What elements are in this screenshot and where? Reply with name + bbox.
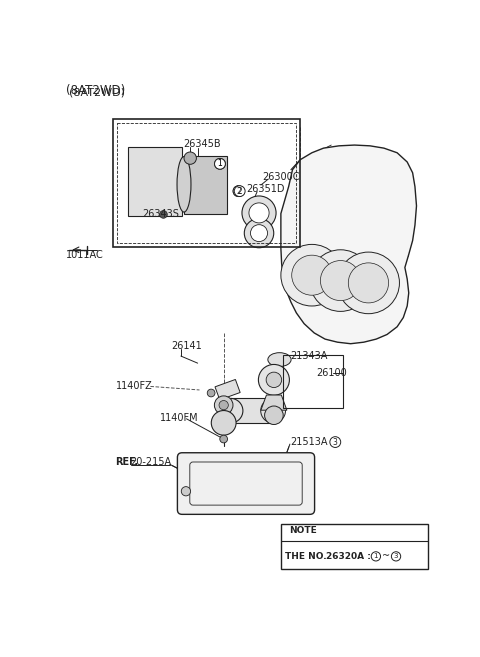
Circle shape [211,411,236,435]
FancyBboxPatch shape [178,453,314,514]
Circle shape [219,401,228,410]
Bar [117,123,296,243]
Circle shape [261,398,286,423]
Text: 1: 1 [217,160,222,168]
Circle shape [215,158,226,170]
Circle shape [321,261,360,301]
Text: 1140FM: 1140FM [160,413,199,423]
Text: 21343A: 21343A [290,351,327,361]
Ellipse shape [268,353,291,367]
Circle shape [264,406,283,424]
Circle shape [330,437,341,447]
Text: 3: 3 [394,553,398,559]
Circle shape [181,487,191,496]
Text: 2: 2 [237,187,242,196]
Circle shape [371,552,381,561]
Text: 1: 1 [373,553,378,559]
Text: 26345B: 26345B [183,139,220,148]
Circle shape [348,263,389,303]
Text: 1140FZ: 1140FZ [116,382,153,392]
Bar [184,156,227,214]
Text: 20-215A: 20-215A [131,457,172,467]
Circle shape [281,244,343,306]
Text: 26300C: 26300C [263,173,300,183]
Text: 26320A :: 26320A : [326,552,374,561]
Polygon shape [261,395,287,410]
Text: 26351D: 26351D [246,184,285,194]
Bar [230,398,273,423]
Circle shape [215,158,226,170]
Text: REF.: REF. [115,457,138,467]
Text: 3: 3 [333,438,338,447]
Circle shape [258,365,289,396]
Circle shape [244,219,274,248]
Text: ~: ~ [382,551,390,561]
Text: 26343S: 26343S [142,210,179,219]
Circle shape [233,186,244,196]
Circle shape [207,389,215,397]
Text: 26141: 26141 [172,341,203,351]
Text: NOTE: NOTE [289,526,317,535]
Text: (8AT2WD): (8AT2WD) [66,84,125,97]
Bar [281,524,428,568]
Circle shape [310,250,372,311]
Circle shape [215,396,233,415]
Circle shape [218,398,243,423]
Circle shape [337,252,399,313]
Text: (8AT2WD): (8AT2WD) [69,87,125,98]
Circle shape [251,225,267,242]
Text: 1011AC: 1011AC [66,250,104,260]
Circle shape [292,255,332,295]
Circle shape [242,196,276,230]
Bar [113,119,300,246]
Circle shape [159,211,168,218]
Circle shape [233,186,244,196]
Text: 26100: 26100 [316,369,347,378]
Ellipse shape [177,156,191,212]
Circle shape [249,203,269,223]
Circle shape [391,552,401,561]
Text: 1: 1 [217,160,222,168]
Circle shape [184,152,196,164]
Text: 21513A: 21513A [290,437,327,447]
Bar [128,147,182,216]
Circle shape [234,186,245,196]
Text: THE NO.: THE NO. [285,552,327,561]
Circle shape [266,372,282,388]
Circle shape [220,435,228,443]
Bar [283,355,343,407]
Bar [215,380,240,400]
Text: 2: 2 [236,187,241,196]
Polygon shape [281,145,417,344]
